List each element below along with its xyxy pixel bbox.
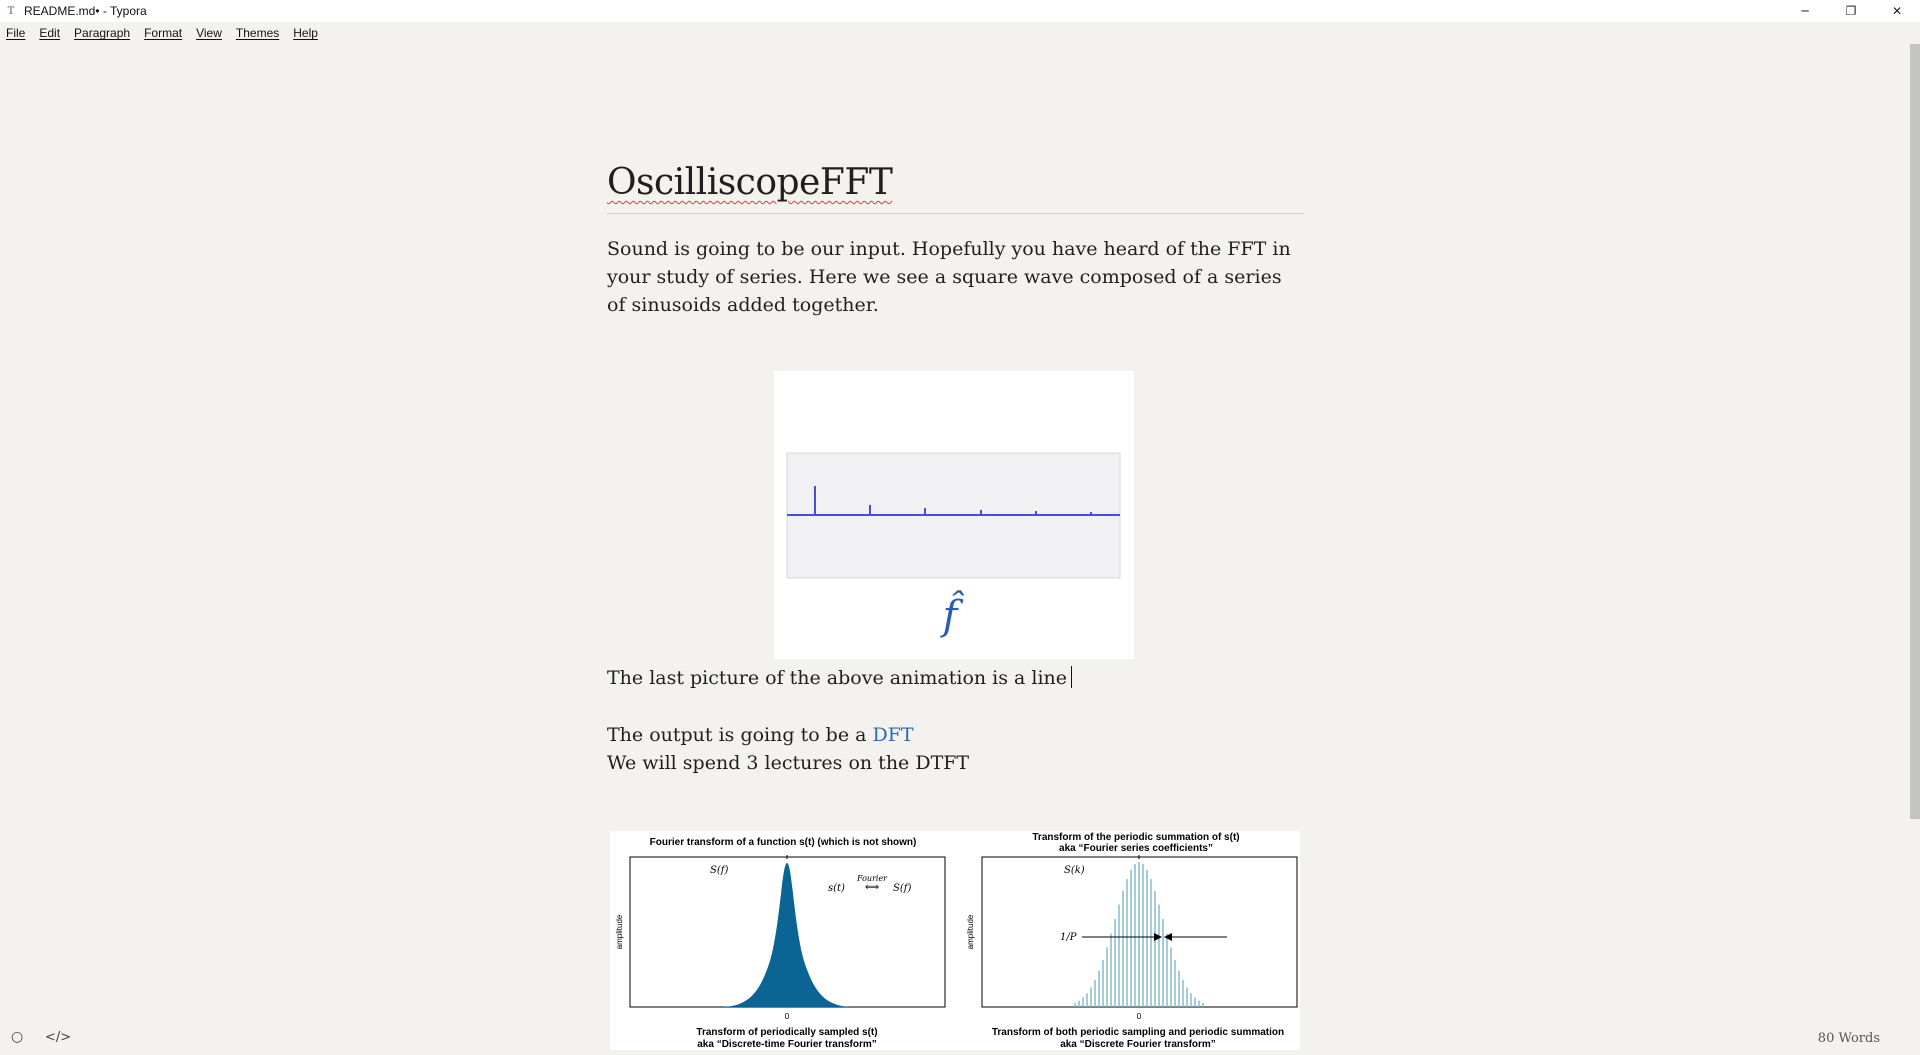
gaussian-curve xyxy=(720,863,854,1007)
bottom-right-title: Transform of both periodic sampling and … xyxy=(992,1027,1284,1038)
menu-format[interactable]: Format xyxy=(144,26,183,40)
fourier-transforms-image[interactable]: Fourier transform of a function s(t) (wh… xyxy=(610,831,1300,1050)
paragraph-animation-text: The last picture of the above animation … xyxy=(607,667,1068,689)
typora-app-icon: T xyxy=(7,5,15,17)
menu-bar: File Edit Paragraph Format View Themes H… xyxy=(0,22,1920,44)
left-panel-title: Fourier transform of a function s(t) (wh… xyxy=(650,837,917,848)
paragraph-output[interactable]: The output is going to be a DFT xyxy=(607,721,1304,749)
dft-link[interactable]: DFT xyxy=(872,724,914,746)
bottom-right-subtitle: aka “Discrete Fourier transform” xyxy=(1060,1039,1216,1050)
right-zero-label: 0 xyxy=(1137,1012,1142,1021)
period-arrow-right-head xyxy=(1164,933,1172,941)
period-arrow-left-head xyxy=(1154,933,1162,941)
eq-right: S(f) xyxy=(893,883,911,894)
sampled-spectrum-comb xyxy=(1074,862,1204,1007)
paragraph-lectures[interactable]: We will spend 3 lectures on the DTFT xyxy=(607,752,970,774)
fft-animation-image[interactable]: f̂ xyxy=(774,371,1134,659)
menu-themes[interactable]: Themes xyxy=(235,26,280,40)
source-code-mode-icon[interactable]: </> xyxy=(45,1030,72,1045)
text-caret xyxy=(1071,666,1073,688)
label-S-k: S(k) xyxy=(1064,865,1085,876)
document-title[interactable]: OscilliscopeFFT xyxy=(607,150,1304,214)
menu-file[interactable]: File xyxy=(6,26,26,40)
eq-arrow-label: Fourier xyxy=(856,874,888,883)
outline-toggle-icon[interactable]: ○ xyxy=(11,1029,24,1045)
left-ylabel: amplitude xyxy=(615,914,624,949)
bottom-left-subtitle: aka “Discrete-time Fourier transform” xyxy=(697,1039,877,1050)
word-count[interactable]: 80 Words xyxy=(1817,1031,1880,1046)
right-panel-subtitle: aka “Fourier series coefficients” xyxy=(1059,843,1213,854)
menu-paragraph[interactable]: Paragraph xyxy=(74,26,131,40)
window-title: README.md• - Typora xyxy=(24,4,147,18)
editor-document[interactable]: OscilliscopeFFT Sound is going to be our… xyxy=(607,150,1304,777)
menu-help[interactable]: Help xyxy=(293,26,318,40)
minimize-button[interactable]: ─ xyxy=(1801,4,1809,18)
period-label: 1/P xyxy=(1060,932,1077,943)
paragraph-output-text: The output is going to be a xyxy=(607,724,873,746)
menu-edit[interactable]: Edit xyxy=(39,26,61,40)
paragraph-intro[interactable]: Sound is going to be our input. Hopefull… xyxy=(607,238,1291,316)
fourier-transforms-svg: Fourier transform of a function s(t) (wh… xyxy=(615,832,1298,1050)
bottom-left-title: Transform of periodically sampled s(t) xyxy=(696,1027,877,1038)
fourier-double-arrow: ⟺ xyxy=(865,882,879,893)
eq-left: s(t) xyxy=(828,883,845,894)
close-button[interactable]: ✕ xyxy=(1891,4,1903,18)
label-S-f: S(f) xyxy=(710,865,728,876)
menu-view[interactable]: View xyxy=(196,26,222,40)
document-title-text: OscilliscopeFFT xyxy=(607,162,893,203)
right-ylabel: amplitude xyxy=(966,914,975,949)
right-panel-title: Transform of the periodic summation of s… xyxy=(1032,832,1239,843)
status-bar: ○ </> 80 Words xyxy=(0,1029,1920,1050)
fft-animation-svg: f̂ xyxy=(786,452,1121,639)
left-zero-label: 0 xyxy=(785,1012,790,1021)
paragraph-animation[interactable]: The last picture of the above animation … xyxy=(607,664,1304,692)
window-controls: ─ ❐ ✕ xyxy=(1782,0,1920,22)
title-bar: T README.md• - Typora ─ ❐ ✕ xyxy=(0,0,1920,22)
f-hat-symbol: f̂ xyxy=(940,591,965,639)
restore-button[interactable]: ❐ xyxy=(1845,4,1857,18)
scrollbar-thumb[interactable] xyxy=(1910,44,1920,819)
